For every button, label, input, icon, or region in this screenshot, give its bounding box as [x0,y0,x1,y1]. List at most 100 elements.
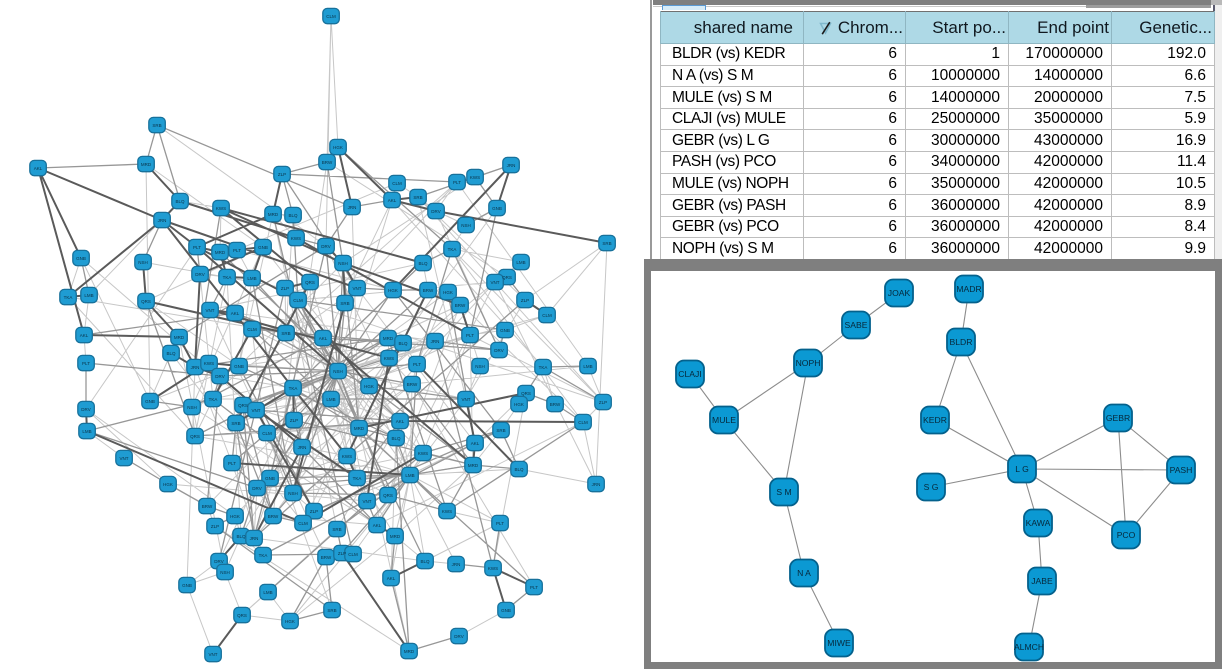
svg-text:HGK: HGK [163,482,173,487]
svg-text:CLM: CLM [578,420,588,425]
svg-text:BRW: BRW [455,303,466,308]
svg-text:GEBR: GEBR [1106,413,1130,423]
svg-text:KWS: KWS [418,451,428,456]
svg-text:QRS: QRS [190,434,200,439]
svg-text:MRD: MRD [174,335,185,340]
svg-text:L G: L G [1015,464,1029,474]
svg-text:HGK: HGK [514,402,524,407]
svg-text:GNB: GNB [258,245,268,250]
svg-text:JRN: JRN [298,445,307,450]
svg-text:JRN: JRN [431,339,440,344]
svg-text:BRW: BRW [322,160,333,165]
svg-text:SRB: SRB [602,241,611,246]
svg-text:MRD: MRD [404,649,415,654]
svg-text:LMB: LMB [247,276,256,281]
svg-text:QRS: QRS [383,493,393,498]
svg-text:VNT: VNT [252,408,261,413]
svg-text:LMB: LMB [516,260,525,265]
svg-text:NSH: NSH [461,223,471,228]
svg-text:GNB: GNB [492,206,502,211]
svg-text:QRS: QRS [502,275,512,280]
svg-text:AKL: AKL [34,166,43,171]
svg-text:LMB: LMB [326,397,335,402]
svg-text:SRB: SRB [496,428,505,433]
svg-text:NSH: NSH [475,364,485,369]
svg-text:SRB: SRB [413,195,422,200]
svg-text:PLT: PLT [82,361,90,366]
svg-text:PLT: PLT [228,461,236,466]
svg-text:GNB: GNB [145,399,155,404]
svg-text:QRS: QRS [238,403,248,408]
svg-text:SRB: SRB [332,527,341,532]
svg-text:SRB: SRB [327,608,336,613]
svg-text:CLAJI: CLAJI [678,369,701,379]
svg-text:BRW: BRW [550,402,561,407]
svg-text:BLDR: BLDR [950,337,973,347]
svg-text:GNB: GNB [265,476,275,481]
svg-text:NSH: NSH [288,491,298,496]
svg-text:ZLP: ZLP [278,172,286,177]
svg-text:MADR: MADR [956,284,981,294]
svg-text:CLM: CLM [298,521,308,526]
svg-text:TKA: TKA [448,247,457,252]
svg-text:QRS: QRS [521,391,531,396]
svg-text:CLM: CLM [262,431,272,436]
svg-text:SRB: SRB [231,421,240,426]
svg-text:ZLP: ZLP [338,551,346,556]
svg-text:NSH: NSH [138,260,148,265]
svg-text:VNT: VNT [120,456,129,461]
svg-text:QRS: QRS [141,299,151,304]
svg-text:DRV: DRV [214,559,223,564]
svg-text:AKL: AKL [373,523,382,528]
svg-text:TKA: TKA [64,295,73,300]
svg-text:NSH: NSH [333,369,343,374]
svg-text:DRV: DRV [454,634,463,639]
svg-text:MRD: MRD [215,250,226,255]
svg-text:KWS: KWS [384,356,394,361]
svg-text:HGK: HGK [388,288,398,293]
svg-text:DRV: DRV [431,209,440,214]
svg-text:BLQ: BLQ [418,261,428,266]
svg-text:BLQ: BLQ [166,351,176,356]
svg-text:KWS: KWS [442,509,452,514]
svg-text:JRN: JRN [452,562,461,567]
svg-text:JABE: JABE [1031,576,1053,586]
svg-text:TKA: TKA [223,275,232,280]
svg-text:ALMCH: ALMCH [1014,642,1044,652]
svg-text:TKA: TKA [353,476,362,481]
svg-text:AKL: AKL [80,333,89,338]
svg-text:VNT: VNT [209,652,218,657]
svg-text:JOAK: JOAK [888,288,911,298]
svg-text:NSH: NSH [220,570,230,575]
svg-text:PCO: PCO [1117,530,1136,540]
svg-text:ZLP: ZLP [211,524,219,529]
svg-text:MRD: MRD [468,463,479,468]
svg-text:KWS: KWS [342,454,352,459]
svg-text:DRV: DRV [195,272,204,277]
svg-text:HGK: HGK [230,514,240,519]
svg-text:PLT: PLT [466,333,474,338]
svg-text:LMB: LMB [263,590,272,595]
svg-text:CLM: CLM [247,327,257,332]
svg-text:VNT: VNT [206,308,215,313]
svg-text:DRV: DRV [81,407,90,412]
svg-text:BLQ: BLQ [288,213,298,218]
svg-text:BLQ: BLQ [236,534,246,539]
svg-text:KWS: KWS [470,175,480,180]
svg-text:CLM: CLM [348,552,358,557]
svg-text:NOPH: NOPH [796,358,821,368]
svg-text:JRN: JRN [250,536,259,541]
svg-text:PLT: PLT [233,248,241,253]
svg-text:BLQ: BLQ [175,199,185,204]
svg-text:AKL: AKL [396,419,405,424]
svg-text:N A: N A [797,568,811,578]
svg-text:QRS: QRS [237,613,247,618]
svg-text:CLM: CLM [293,298,303,303]
svg-text:GNB: GNB [182,583,192,588]
svg-text:MULE: MULE [712,415,736,425]
svg-text:SRB: SRB [340,301,349,306]
svg-text:BLQ: BLQ [398,341,408,346]
svg-text:HGK: HGK [443,290,453,295]
svg-text:MRD: MRD [354,426,365,431]
svg-text:AKL: AKL [387,576,396,581]
